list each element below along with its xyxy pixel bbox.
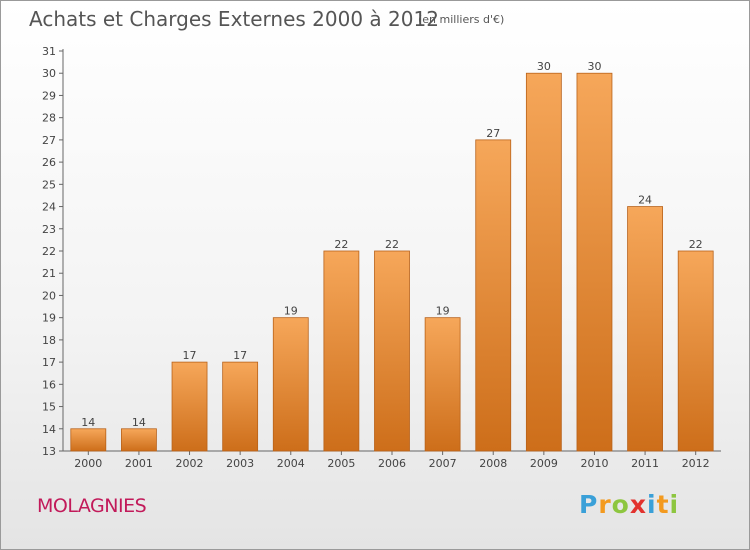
- logo-letter: i: [647, 490, 657, 519]
- y-tick-label: 26: [42, 156, 56, 169]
- y-tick-label: 14: [42, 423, 56, 436]
- y-tick-label: 19: [42, 312, 56, 325]
- x-tick-label: 2009: [530, 457, 558, 470]
- x-tick-label: 2003: [226, 457, 254, 470]
- y-tick-label: 18: [42, 334, 56, 347]
- y-tick-label: 27: [42, 134, 56, 147]
- y-tick-label: 20: [42, 289, 56, 302]
- x-tick-label: 2011: [631, 457, 659, 470]
- logo-letter: r: [598, 490, 612, 519]
- bar-value-label: 19: [284, 305, 298, 318]
- y-tick-label: 21: [42, 267, 56, 280]
- chart-labels: 14 14 17 17 19 22 22 19 27 30 30 24 22: [81, 60, 702, 429]
- y-tick-label: 13: [42, 445, 56, 458]
- y-tick-label: 24: [42, 201, 56, 214]
- y-tick-label: 17: [42, 356, 56, 369]
- y-tick-label: 28: [42, 112, 56, 125]
- x-tick-label: 2008: [479, 457, 507, 470]
- bar-2006: [374, 250, 410, 452]
- chart-bars: [70, 72, 714, 452]
- bar-2012: [677, 250, 714, 452]
- x-tick-label: 2001: [125, 457, 153, 470]
- y-tick-label: 30: [42, 67, 56, 80]
- chart-axes: 13 14 15 16 17 18 19 20 21 22 23 24 25 26 27 28 29 30 31 20…: [42, 45, 721, 470]
- bar-2003: [222, 361, 259, 452]
- bar-2007: [424, 317, 461, 452]
- bar-2002: [171, 361, 208, 452]
- y-tick-label: 31: [42, 45, 56, 58]
- bar-value-label: 30: [587, 60, 601, 73]
- logo-letter: x: [629, 490, 647, 519]
- bar-value-label: 30: [537, 60, 551, 73]
- bar-value-label: 17: [183, 349, 197, 362]
- x-tick-label: 2004: [277, 457, 305, 470]
- y-tick-label: 25: [42, 178, 56, 191]
- bar-value-label: 22: [385, 238, 399, 251]
- proxiti-logo: Proxiti: [579, 490, 679, 519]
- bar-value-label: 27: [486, 127, 500, 140]
- bar-2005: [323, 250, 360, 452]
- chart-unit-label: (en milliers d'€): [418, 13, 505, 26]
- x-tick-label: 2010: [580, 457, 608, 470]
- bar-2001: [121, 428, 157, 452]
- x-tick-label: 2007: [429, 457, 457, 470]
- x-tick-label: 2012: [682, 457, 710, 470]
- x-tick-label: 2002: [176, 457, 204, 470]
- bar-value-label: 17: [233, 349, 247, 362]
- bar-value-label: 14: [81, 416, 95, 429]
- commune-name: MOLAGNIES: [37, 495, 147, 517]
- bar-value-label: 14: [132, 416, 146, 429]
- x-tick-label: 2005: [327, 457, 355, 470]
- y-tick-label: 16: [42, 378, 56, 391]
- bar-2009: [525, 72, 562, 452]
- y-tick-label: 22: [42, 245, 56, 258]
- y-tick-label: 15: [42, 401, 56, 414]
- logo-letter: i: [669, 490, 680, 519]
- bar-value-label: 22: [689, 238, 703, 251]
- logo-letter: P: [579, 490, 599, 519]
- bar-2004: [272, 317, 309, 452]
- logo-letter: t: [656, 490, 670, 519]
- logo-letter: o: [611, 490, 630, 519]
- y-tick-label: 29: [42, 89, 56, 102]
- bar-value-label: 22: [334, 238, 348, 251]
- bar-2008: [475, 139, 512, 452]
- bar-2010: [576, 72, 613, 452]
- bar-2011: [627, 206, 663, 452]
- x-tick-label: 2006: [378, 457, 406, 470]
- bar-value-label: 19: [436, 305, 450, 318]
- bar-2000: [70, 428, 107, 452]
- chart-title: Achats et Charges Externes 2000 à 2012: [29, 7, 439, 31]
- x-tick-label: 2000: [74, 457, 102, 470]
- y-tick-label: 23: [42, 223, 56, 236]
- bar-value-label: 24: [638, 194, 652, 207]
